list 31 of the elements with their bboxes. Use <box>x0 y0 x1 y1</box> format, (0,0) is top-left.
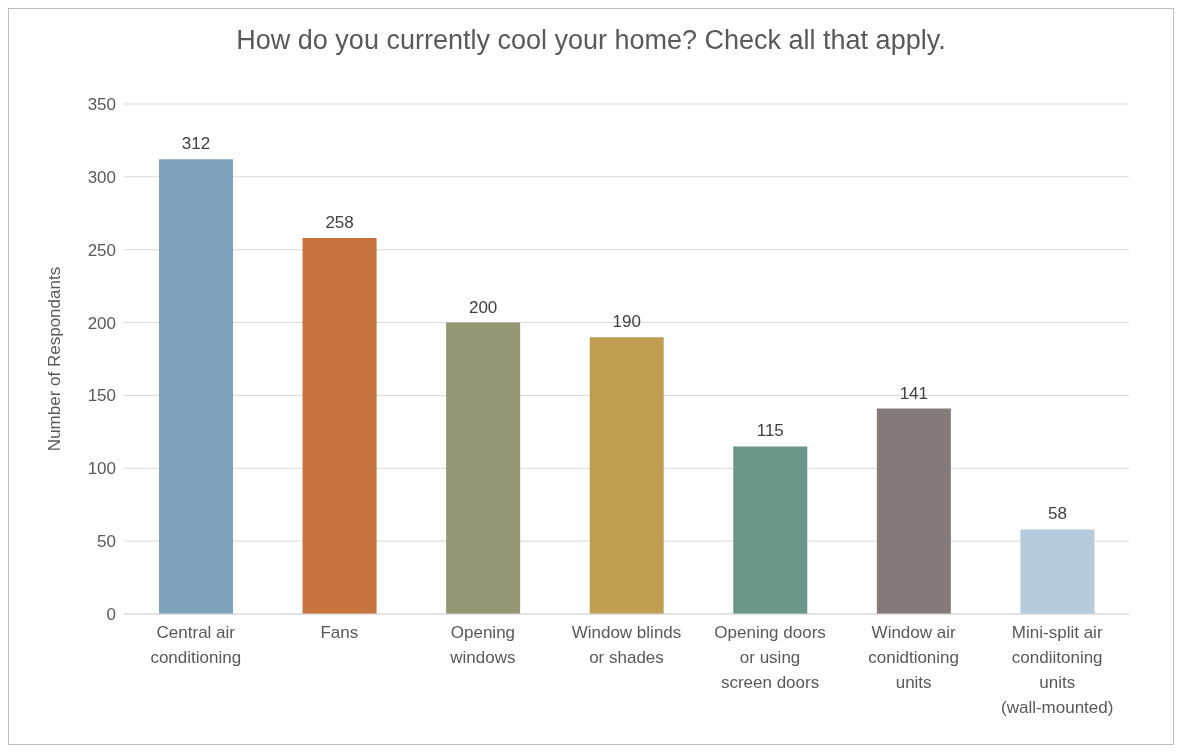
bar <box>733 446 808 614</box>
bar <box>159 159 233 614</box>
bar <box>589 337 664 614</box>
bar <box>876 408 951 614</box>
x-tick-label: Fans <box>320 623 359 642</box>
data-label: 141 <box>899 383 929 403</box>
x-tick-label: Opening doors or using screen doors <box>714 623 826 692</box>
y-tick-label: 100 <box>87 459 116 479</box>
x-tick-label: Window air conidtioning units <box>868 623 960 692</box>
y-tick-label: 200 <box>87 313 116 333</box>
y-tick-label: 250 <box>87 240 116 260</box>
x-tick-label: Opening windows <box>449 623 516 667</box>
x-tick-label: Window blinds or shades <box>571 623 682 667</box>
y-tick-label: 300 <box>87 167 116 187</box>
chart-title: How do you currently cool your home? Check all that apply. <box>235 25 947 56</box>
y-axis-title: Number of Respondants <box>45 266 65 452</box>
y-tick-label: 50 <box>97 532 116 552</box>
data-label: 258 <box>325 213 354 233</box>
bar <box>1020 529 1095 614</box>
y-tick-label: 350 <box>87 95 116 115</box>
x-tick-label: Central air conditioning <box>150 623 242 667</box>
data-label: 115 <box>756 421 784 441</box>
x-tick-label: Mini-split air condiitoning units (wall-mounted) <box>1001 623 1114 717</box>
bar <box>446 322 521 614</box>
data-label: 190 <box>612 312 641 332</box>
data-label: 58 <box>1047 504 1067 524</box>
data-label: 312 <box>181 134 211 154</box>
y-tick-label: 0 <box>106 605 116 625</box>
data-label: 200 <box>468 297 498 317</box>
y-tick-label: 150 <box>87 386 116 406</box>
bar <box>302 238 377 614</box>
